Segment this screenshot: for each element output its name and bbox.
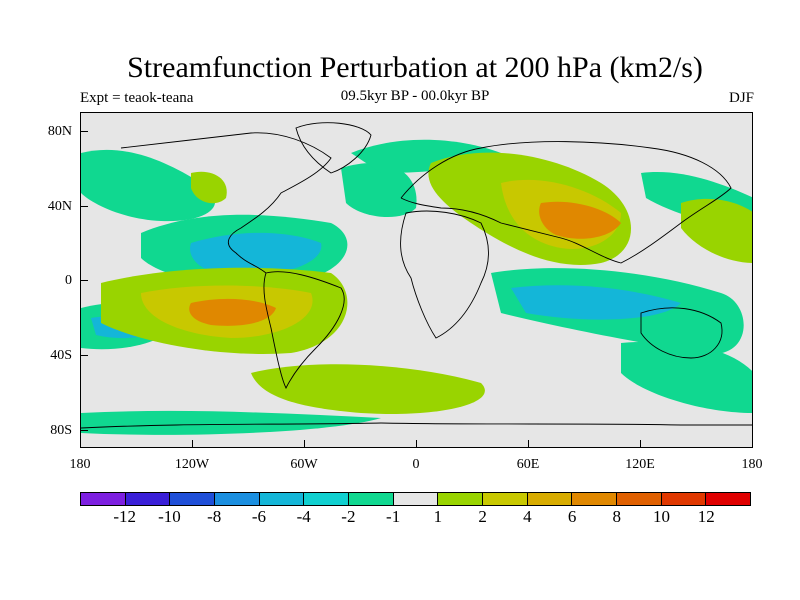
colorbar-swatch [527, 493, 573, 505]
lon-tick-mark [752, 440, 753, 448]
anomaly-neg-southern [81, 410, 381, 435]
coastlines [81, 122, 752, 429]
lon-tick-label: 180 [741, 457, 763, 472]
map-canvas [81, 122, 752, 435]
anomaly-neg-south [621, 341, 752, 413]
lat-tick-mark [80, 280, 88, 281]
colorbar-swatch [215, 493, 260, 505]
colorbar-swatch [349, 493, 394, 505]
lat-tick-label: 0 [65, 273, 72, 288]
lon-tick-mark [416, 440, 417, 448]
colorbar-label: 1 [433, 507, 443, 526]
colorbar-label: -12 [113, 507, 137, 526]
colorbar-label: -6 [251, 507, 266, 526]
lat-tick-mark [80, 430, 88, 431]
anomaly-neg-indian-core [511, 285, 681, 320]
colorbar-swatch [81, 493, 126, 505]
anomaly-pos-asia-core [539, 201, 621, 239]
colorbar-swatch [572, 493, 618, 505]
colorbar-swatch [617, 493, 662, 505]
colorbar-swatch [393, 493, 439, 505]
coast-africa [400, 210, 489, 339]
lon-tick-mark [192, 440, 193, 448]
colorbar [80, 492, 751, 506]
lon-tick-label: 0 [412, 457, 420, 472]
period-label: 09.5kyr BP - 00.0kyr BP [340, 88, 490, 104]
colorbar-label: 12 [697, 507, 715, 526]
coast-antarctica [81, 422, 752, 429]
anomaly-pos-south [251, 364, 485, 414]
anomaly-neg-epac-core [190, 232, 322, 277]
colorbar-label: 2 [478, 507, 487, 526]
colorbar-swatch [438, 493, 484, 505]
anomaly-neg-natl [341, 162, 417, 218]
colorbar-swatch [259, 493, 305, 505]
plot-title: Streamfunction Perturbation at 200 hPa (… [127, 51, 703, 84]
lon-tick-label: 180 [69, 457, 91, 472]
lon-tick-mark [304, 440, 305, 448]
lon-tick-mark [640, 440, 641, 448]
colorbar-label: -8 [207, 507, 222, 526]
anomaly-pos-wpac [681, 198, 752, 263]
lon-tick-label: 120W [174, 457, 210, 472]
experiment-label: Expt = teaok-teana [80, 90, 194, 106]
lat-tick-label: 80S [50, 423, 72, 438]
season-label: DJF [728, 90, 754, 106]
colorbar-swatch [706, 493, 751, 505]
colorbar-label: 6 [567, 507, 577, 526]
coast-eurasia [400, 141, 732, 264]
lat-tick-label: 40S [50, 348, 72, 363]
anomaly-pos-natl [191, 171, 227, 204]
colorbar-label: 10 [653, 507, 671, 526]
colorbar-label: 8 [612, 507, 622, 526]
positive-anomaly-regions [101, 152, 752, 414]
colorbar-label: 4 [523, 507, 532, 526]
lat-tick-mark [80, 131, 88, 132]
lat-tick-mark [80, 206, 88, 207]
coast-south-america [263, 271, 345, 390]
colorbar-swatch [661, 493, 707, 505]
colorbar-swatch [483, 493, 528, 505]
anomaly-neg-npac [81, 149, 216, 222]
lon-tick-mark [80, 440, 81, 448]
lat-tick-label: 40N [47, 199, 72, 214]
coast-australia [640, 307, 723, 359]
colorbar-swatch [125, 493, 171, 505]
colorbar-label: -10 [158, 507, 181, 526]
anomaly-pos-sam-core [189, 298, 276, 326]
colorbar-swatch [170, 493, 216, 505]
lat-tick-mark [80, 355, 88, 356]
coast-north-america [120, 132, 332, 274]
colorbar-label: -4 [296, 507, 311, 526]
lat-tick-label: 80N [47, 124, 72, 139]
lon-tick-mark [528, 440, 529, 448]
coast-greenland [295, 122, 372, 174]
colorbar-label: -1 [386, 507, 401, 526]
map-panel [80, 112, 753, 448]
colorbar-label: -2 [341, 507, 356, 526]
lon-tick-label: 60W [290, 457, 318, 472]
colorbar-swatch [304, 493, 350, 505]
lon-tick-label: 120E [625, 457, 655, 472]
lon-tick-label: 60E [516, 457, 540, 472]
